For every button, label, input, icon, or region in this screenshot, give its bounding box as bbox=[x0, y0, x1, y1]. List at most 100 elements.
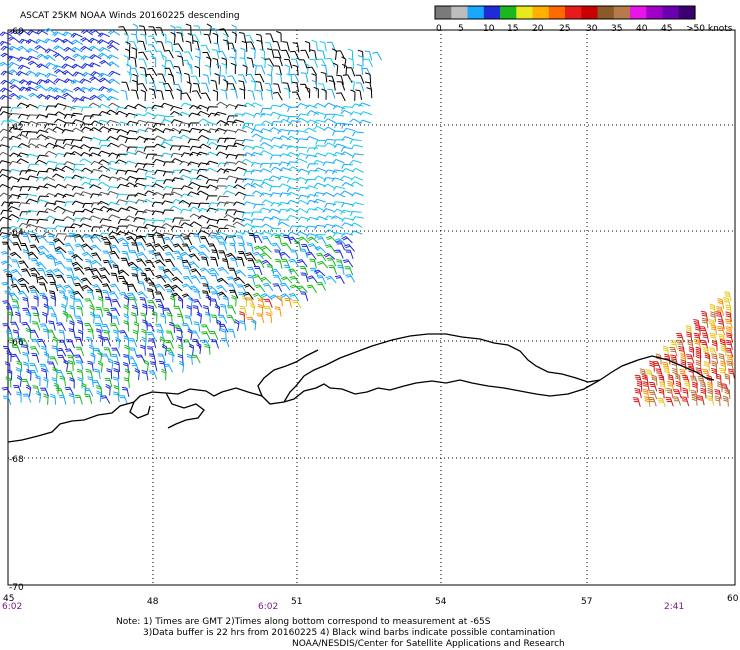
wind-barb bbox=[331, 177, 344, 182]
wind-barb bbox=[0, 160, 11, 165]
wind-barb bbox=[222, 258, 230, 269]
wind-barb bbox=[286, 191, 300, 197]
wind-barb bbox=[143, 146, 155, 152]
wind-barb bbox=[289, 284, 302, 292]
wind-barb bbox=[220, 328, 227, 340]
wind-barb bbox=[53, 45, 66, 51]
wind-barb bbox=[314, 234, 326, 240]
legend-swatch bbox=[516, 6, 534, 19]
wind-barb bbox=[315, 139, 327, 145]
wind-barb bbox=[108, 78, 121, 85]
wind-barb bbox=[325, 244, 336, 253]
wind-barb bbox=[146, 288, 155, 299]
wind-barb bbox=[665, 397, 674, 407]
wind-barb bbox=[162, 115, 175, 122]
wind-barb bbox=[41, 368, 48, 379]
wind-barb bbox=[313, 119, 326, 125]
wind-barb bbox=[54, 118, 67, 124]
legend-swatch bbox=[662, 6, 680, 19]
wind-barb bbox=[642, 381, 650, 392]
wind-barb bbox=[270, 202, 283, 207]
wind-barb bbox=[32, 385, 40, 396]
wind-barb bbox=[0, 227, 11, 233]
wind-barb bbox=[179, 160, 192, 166]
wind-barb bbox=[340, 151, 353, 157]
wind-barb bbox=[341, 163, 353, 169]
wind-barb bbox=[19, 338, 29, 347]
wind-barb bbox=[52, 31, 65, 37]
wind-barb bbox=[342, 259, 354, 268]
wind-barb bbox=[243, 170, 255, 177]
wind-barb bbox=[242, 177, 255, 183]
wind-barb bbox=[96, 390, 102, 403]
wind-barb bbox=[702, 346, 710, 358]
wind-barb bbox=[123, 313, 129, 325]
wind-barb bbox=[63, 216, 76, 222]
legend-swatch bbox=[581, 6, 599, 19]
wind-barb bbox=[724, 291, 732, 302]
wind-barb bbox=[297, 113, 310, 119]
wind-barb bbox=[79, 136, 93, 142]
wind-barb bbox=[163, 268, 175, 277]
wind-barb bbox=[320, 64, 328, 75]
wind-barb bbox=[334, 122, 346, 128]
wind-barb bbox=[18, 120, 31, 126]
wind-barb bbox=[105, 167, 119, 172]
wind-barb bbox=[29, 329, 39, 339]
wind-barb bbox=[667, 374, 675, 385]
wind-barb bbox=[117, 183, 130, 189]
wind-barb bbox=[649, 360, 655, 372]
wind-barb bbox=[199, 267, 212, 275]
wind-barb bbox=[261, 236, 272, 245]
wind-barb bbox=[143, 137, 156, 144]
wind-barb bbox=[81, 251, 94, 259]
lat-label-68: -68 bbox=[9, 455, 24, 465]
map-title: ASCAT 25KM NOAA Winds 20160225 descendin… bbox=[20, 11, 240, 21]
wind-barb bbox=[0, 40, 11, 47]
wind-barb bbox=[117, 143, 130, 149]
wind-barb bbox=[144, 127, 157, 133]
wind-barb bbox=[311, 79, 318, 92]
wind-barb bbox=[722, 395, 729, 407]
wind-barb bbox=[98, 139, 111, 146]
wind-barb bbox=[700, 387, 707, 399]
wind-barb bbox=[175, 71, 182, 83]
wind-barb bbox=[117, 218, 130, 225]
wind-barb bbox=[142, 319, 148, 331]
wind-barb bbox=[261, 216, 274, 222]
wind-barb bbox=[206, 23, 212, 36]
wind-barb bbox=[684, 380, 690, 392]
wind-barb bbox=[161, 54, 167, 67]
wind-barb bbox=[81, 208, 94, 214]
wind-barb bbox=[719, 338, 726, 350]
legend-label-15: 15 bbox=[507, 24, 518, 34]
wind-barb bbox=[35, 176, 49, 182]
wind-barb bbox=[230, 88, 238, 99]
wind-barb bbox=[152, 158, 165, 164]
wind-barb bbox=[61, 165, 74, 171]
wind-barb bbox=[144, 170, 157, 176]
wind-barb bbox=[693, 319, 701, 330]
wind-barb bbox=[247, 89, 256, 100]
wind-barb bbox=[205, 195, 218, 201]
wind-barb bbox=[226, 252, 238, 261]
wind-barb bbox=[63, 105, 76, 111]
wind-barb bbox=[52, 336, 58, 349]
wind-barb bbox=[165, 90, 174, 100]
wind-barb bbox=[315, 216, 328, 221]
wind-barb bbox=[341, 232, 354, 238]
wind-barb bbox=[685, 325, 693, 336]
wind-barb bbox=[173, 66, 182, 76]
wind-barb bbox=[61, 70, 74, 77]
wind-barb bbox=[151, 201, 164, 207]
wind-barb bbox=[250, 182, 263, 189]
wind-barb bbox=[282, 41, 290, 52]
wind-barb bbox=[90, 352, 96, 365]
wind-barb bbox=[140, 89, 146, 102]
wind-barb bbox=[84, 393, 93, 404]
wind-barb bbox=[236, 235, 245, 245]
wind-barb bbox=[103, 329, 111, 341]
wind-barb bbox=[183, 72, 191, 84]
wind-barb bbox=[63, 226, 76, 232]
wind-barb bbox=[77, 319, 84, 331]
